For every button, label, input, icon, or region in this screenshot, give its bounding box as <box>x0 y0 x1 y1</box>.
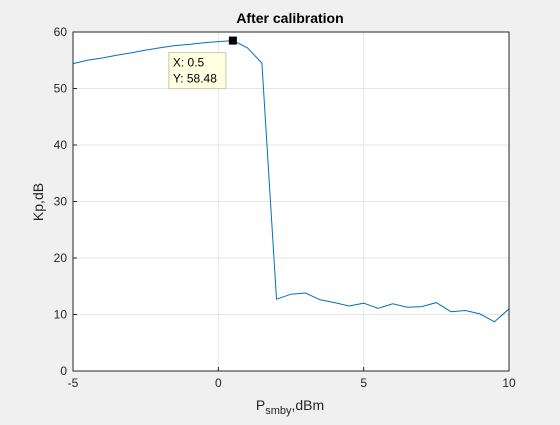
x-tick-label: -5 <box>68 376 79 390</box>
chart-title: After calibration <box>236 10 343 26</box>
y-tick-label: 10 <box>54 308 68 322</box>
datatip-y-label: Y: 58.48 <box>173 72 217 86</box>
y-tick-label: 50 <box>54 82 68 96</box>
datatip-box <box>168 52 227 90</box>
datatip-marker[interactable] <box>228 36 237 45</box>
x-axis-label-suffix: ,dBm <box>291 397 324 413</box>
y-tick-label: 0 <box>60 364 67 378</box>
x-axis-label: Psmby,dBm <box>256 397 324 417</box>
datatip[interactable]: X: 0.5 Y: 58.48 <box>168 36 237 90</box>
y-tick-label: 20 <box>54 251 68 265</box>
y-tick-label: 40 <box>54 138 68 152</box>
x-tick-label: 0 <box>215 376 222 390</box>
x-tick-label: 5 <box>360 376 367 390</box>
y-axis-label: Kp,dB <box>30 183 46 221</box>
y-tick-label: 60 <box>54 25 68 39</box>
x-axis-label-main: P <box>256 397 265 413</box>
x-axis-label-sub: smby <box>265 405 292 417</box>
y-tick-label: 30 <box>54 195 68 209</box>
x-tick-label: 10 <box>502 376 516 390</box>
series-line <box>72 40 510 323</box>
datatip-x-label: X: 0.5 <box>173 56 205 70</box>
